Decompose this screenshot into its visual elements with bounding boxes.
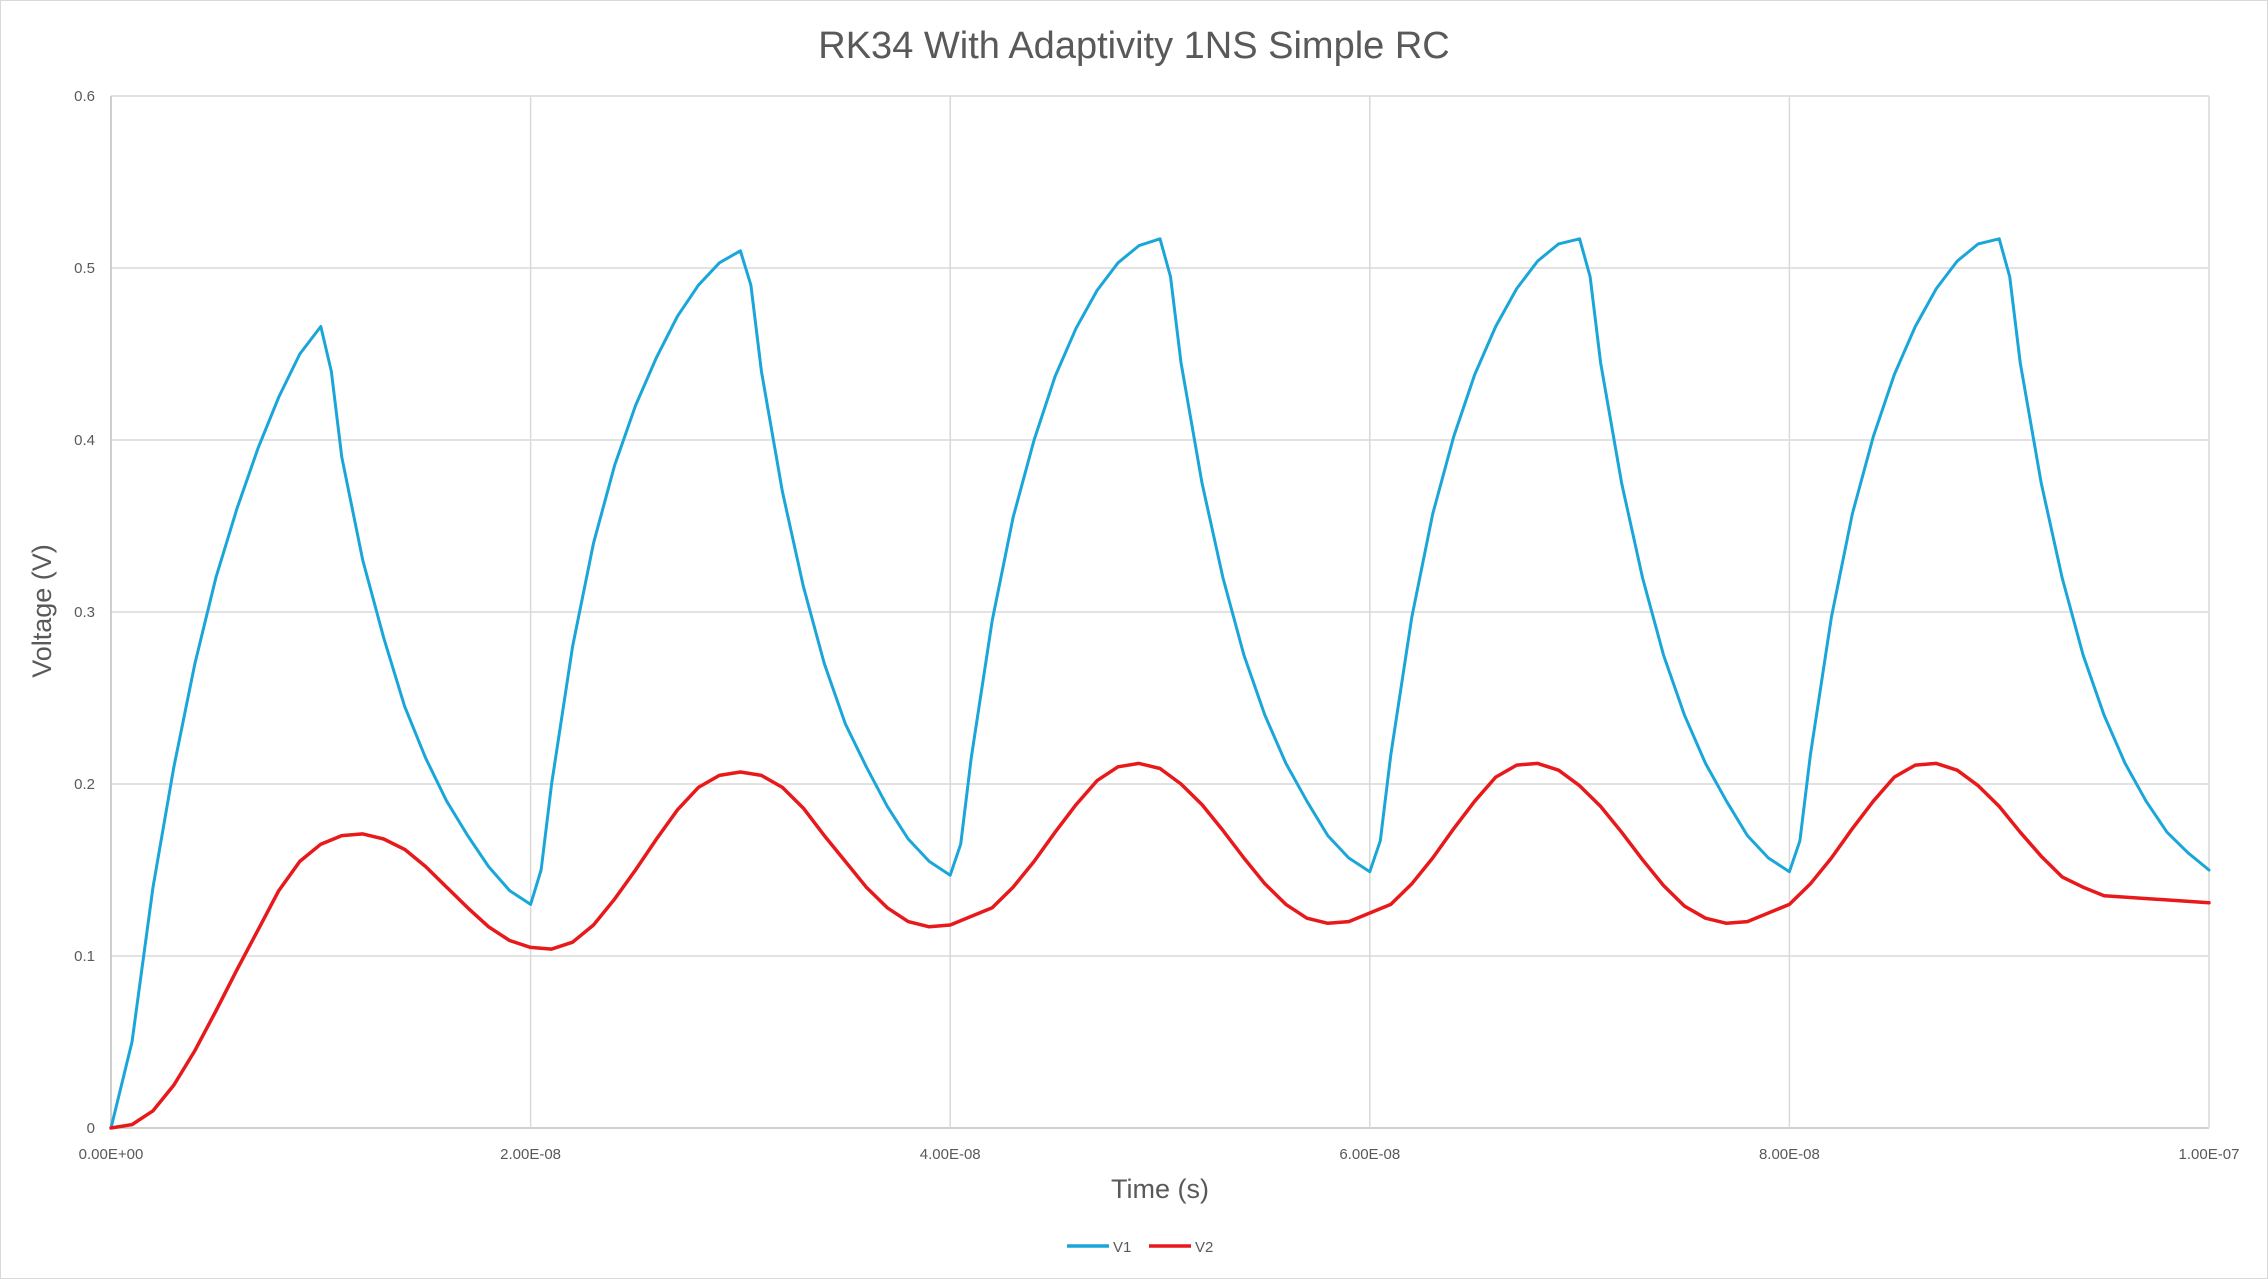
- x-axis-title: Time (s): [1111, 1174, 1209, 1204]
- x-tick-label: 8.00E-08: [1759, 1146, 1820, 1163]
- gridlines: [110, 95, 2210, 1129]
- chart-title: RK34 With Adaptivity 1NS Simple RC: [818, 25, 1449, 67]
- x-tick-label: 6.00E-08: [1339, 1146, 1400, 1163]
- series-lines: [109, 237, 2211, 1130]
- y-tick-label: 0.5: [74, 260, 95, 277]
- x-tick-label: 1.00E-07: [2179, 1146, 2240, 1163]
- y-tick-label: 0.6: [74, 88, 95, 105]
- y-tick-label: 0.3: [74, 604, 95, 621]
- y-axis-title: Voltage (V): [27, 544, 57, 678]
- x-tick-label: 4.00E-08: [920, 1146, 981, 1163]
- y-tick-label: 0.2: [74, 776, 95, 793]
- legend: V1 V2: [1067, 1239, 1213, 1256]
- tick-labels: 0 0.1 0.2 0.3 0.4 0.5 0.6 0.00E+00 2.00E-08 4.00E…: [74, 88, 2239, 1163]
- y-tick-label: 0: [87, 1120, 95, 1137]
- legend-label-v2: V2: [1195, 1239, 1213, 1256]
- series-line-v1: [109, 237, 2211, 1130]
- series-line-v2: [109, 761, 2211, 1130]
- y-tick-label: 0.4: [74, 432, 95, 449]
- legend-label-v1: V1: [1113, 1239, 1131, 1256]
- x-tick-label: 2.00E-08: [500, 1146, 561, 1163]
- x-tick-label: 0.00E+00: [79, 1146, 144, 1163]
- y-tick-label: 0.1: [74, 948, 95, 965]
